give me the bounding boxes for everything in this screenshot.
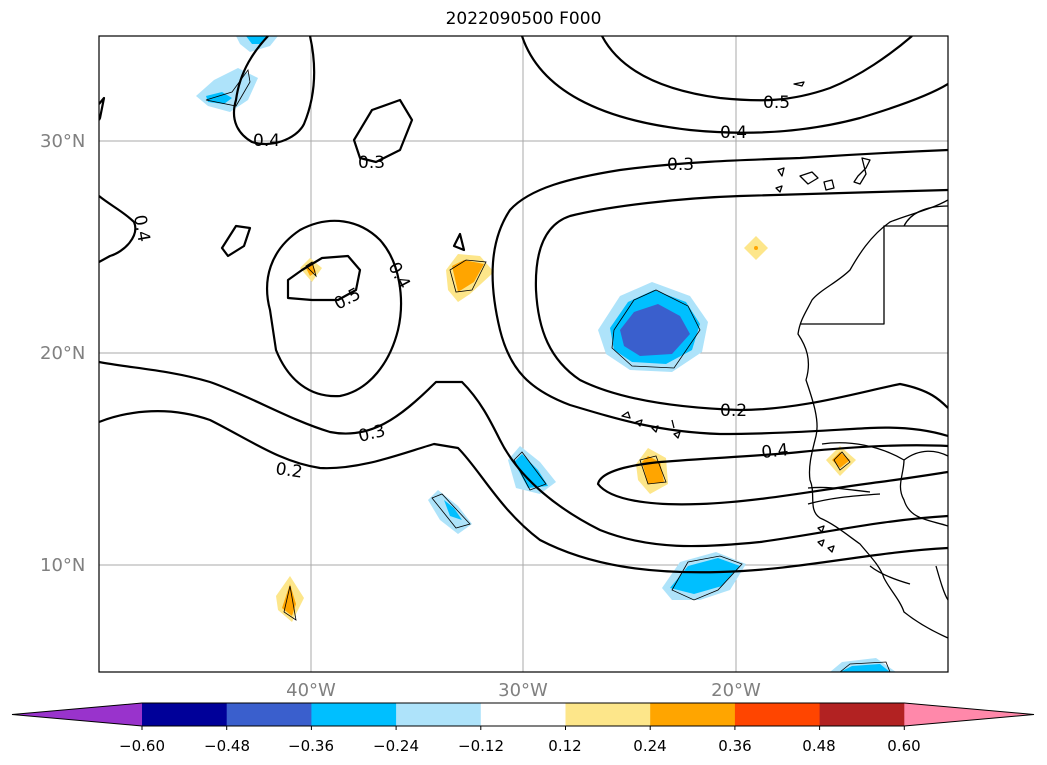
coastlines — [621, 81, 948, 639]
contour-label: 0.2 — [274, 459, 304, 483]
gridlines — [99, 36, 948, 672]
lon-label-20W: 20°W — [711, 680, 761, 701]
colorbar-segment — [734, 703, 821, 726]
lat-label-30N: 30°N — [40, 131, 86, 152]
colorbar — [11, 702, 1035, 730]
shaded-anomalies — [196, 36, 896, 672]
colorbar-segment — [819, 703, 905, 726]
colorbar-segment — [311, 703, 397, 726]
lon-label-40W: 40°W — [286, 680, 336, 701]
contour-label: 0.3 — [358, 153, 385, 173]
patch-outlines — [205, 68, 891, 672]
lat-label-10N: 10°N — [40, 555, 86, 576]
lat-label-20N: 20°N — [40, 343, 86, 364]
colorbar-segment — [226, 703, 312, 726]
contour-labels: 0.5 0.4 0.3 0.4 0.3 0.4 0.5 0.4 0.3 0.2 … — [129, 93, 790, 483]
map-frame — [98, 35, 949, 673]
map-plot-area: 0.5 0.4 0.3 0.4 0.3 0.4 0.5 0.4 0.3 0.2 … — [99, 36, 948, 672]
colorbar-tick-label: 0.12 — [548, 737, 582, 755]
contour-label: 0.2 — [720, 401, 747, 421]
colorbar-segment — [142, 703, 228, 726]
lon-label-30W: 30°W — [498, 680, 548, 701]
colorbar-tick-label: −0.24 — [373, 737, 419, 755]
contour-label: 0.3 — [356, 421, 387, 447]
contour-label: 0.4 — [720, 123, 747, 143]
colorbar-tick-label: 0.48 — [802, 737, 836, 755]
contour-label: 0.4 — [129, 213, 153, 243]
contour-label: 0.4 — [760, 440, 789, 463]
colorbar-tick-label: −0.48 — [204, 737, 250, 755]
colorbar-segment — [650, 703, 736, 726]
colorbar-tick-label: −0.60 — [119, 737, 165, 755]
contour-label: 0.3 — [667, 155, 694, 175]
contour-label: 0.4 — [384, 259, 414, 292]
colorbar-extend-min — [12, 703, 142, 726]
colorbar-tick-label: 0.36 — [718, 737, 752, 755]
colorbar-segment — [480, 703, 566, 726]
colorbar-tick-label: 0.24 — [633, 737, 667, 755]
contour-label: 0.5 — [331, 284, 364, 314]
map-title: 2022090500 F000 — [445, 9, 602, 29]
colorbar-extend-max — [904, 703, 1034, 726]
contour-lines — [99, 36, 948, 574]
colorbar-segment — [396, 703, 482, 726]
colorbar-segment — [565, 703, 651, 726]
colorbar-tick-label: 0.60 — [887, 737, 921, 755]
contour-label: 0.5 — [763, 93, 790, 113]
colorbar-tick-label: −0.36 — [288, 737, 334, 755]
contour-label: 0.4 — [253, 131, 280, 151]
colorbar-tick-label: −0.12 — [458, 737, 504, 755]
